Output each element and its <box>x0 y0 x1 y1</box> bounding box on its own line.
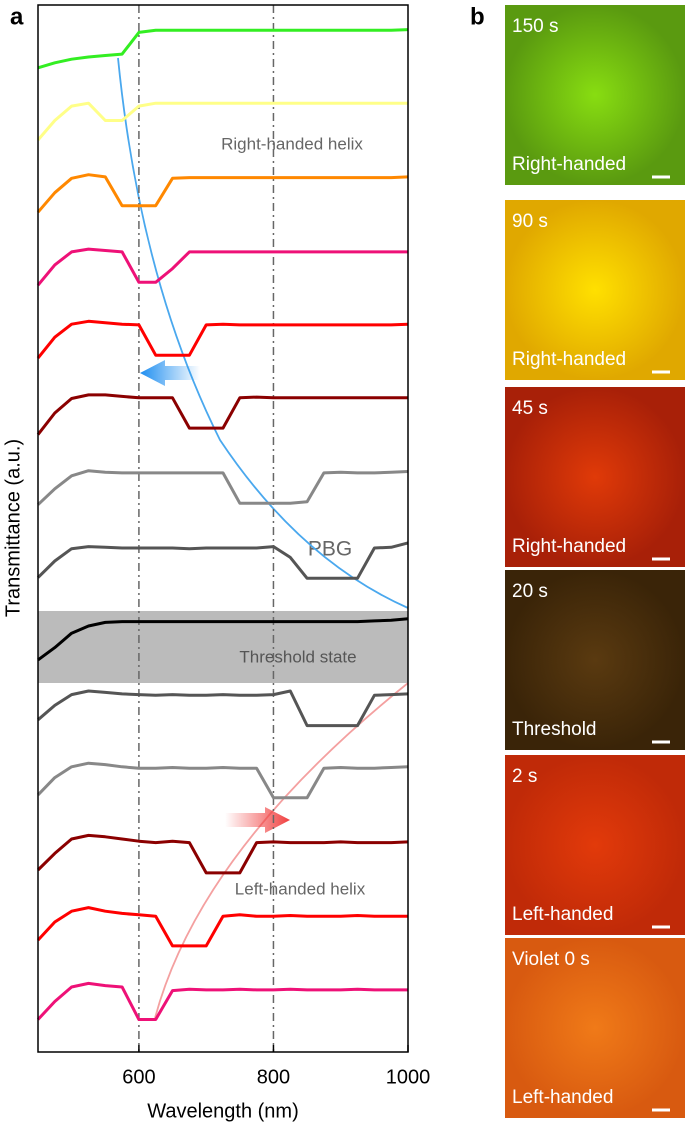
micrograph <box>505 387 685 567</box>
annotation: Right-handed helix <box>221 134 363 153</box>
image-caption: Left-handed <box>512 1087 613 1108</box>
y-axis-label: Transmittance (a.u.) <box>2 439 24 617</box>
image-time: Violet 0 s <box>512 949 590 970</box>
image-caption: Right-handed <box>512 536 626 557</box>
image-time: 45 s <box>512 398 548 419</box>
spectrum-line <box>36 101 408 141</box>
image-caption: Threshold <box>512 719 597 740</box>
panel-label: b <box>470 3 485 30</box>
annotation: PBG <box>308 538 352 561</box>
spectrum-line <box>37 617 409 662</box>
spectrum-line <box>37 689 409 728</box>
arrow <box>140 360 200 386</box>
image-caption: Right-handed <box>512 349 626 370</box>
plot-frame <box>37 4 409 1053</box>
trend-curve <box>117 57 409 609</box>
image-time: 150 s <box>512 16 558 37</box>
spectrum-line <box>37 28 409 70</box>
annotation: Left-handed helix <box>235 879 366 898</box>
micrograph <box>505 5 685 185</box>
spectrum-line <box>36 906 408 948</box>
panel-label: a <box>10 3 24 30</box>
x-axis-label: Wavelength (nm) <box>147 1100 299 1122</box>
image-time: 90 s <box>512 211 548 232</box>
image-panel: 150 s Right-handed 90 s Right-handed 45 s Rig… <box>505 5 685 1118</box>
spectrum-line <box>36 981 408 1021</box>
micrograph <box>505 570 685 750</box>
spectrum-line <box>36 761 409 800</box>
micrograph <box>505 755 685 935</box>
image-caption: Right-handed <box>512 154 626 175</box>
x-tick-label: 600 <box>122 1066 155 1088</box>
trend-curve <box>154 682 409 1019</box>
spectrum-line <box>36 247 408 287</box>
arrow <box>225 807 290 833</box>
spectrum-line <box>36 319 409 360</box>
image-time: 20 s <box>512 581 548 602</box>
spectrum-line <box>36 469 409 506</box>
micrograph <box>505 200 685 380</box>
spectrum-line <box>36 173 409 214</box>
spectrum-line <box>36 833 409 875</box>
x-tick-label: 1000 <box>386 1066 431 1088</box>
spectrum-line <box>36 541 409 580</box>
image-caption: Left-handed <box>512 904 613 925</box>
spectrum-line <box>36 393 408 436</box>
x-tick-label: 800 <box>257 1066 290 1088</box>
annotation: Threshold state <box>239 647 356 666</box>
image-time: 2 s <box>512 766 537 787</box>
micrograph <box>505 938 685 1118</box>
